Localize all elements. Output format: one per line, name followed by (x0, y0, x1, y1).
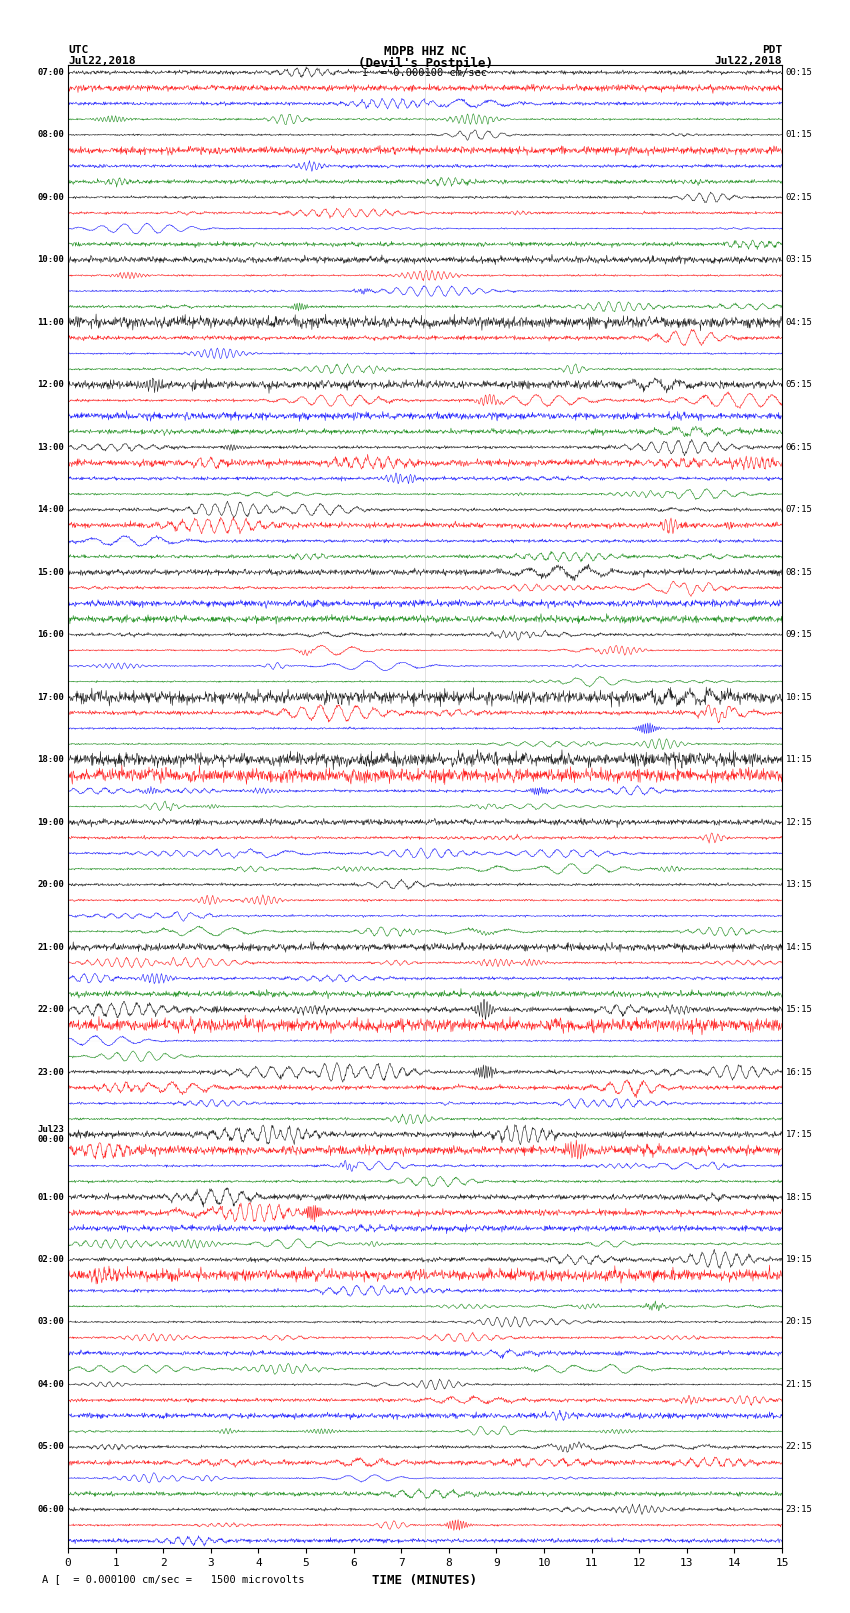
Text: 16:15: 16:15 (785, 1068, 813, 1076)
Text: 23:15: 23:15 (785, 1505, 813, 1515)
Text: 17:15: 17:15 (785, 1131, 813, 1139)
Text: 15:15: 15:15 (785, 1005, 813, 1015)
Text: 12:00: 12:00 (37, 381, 65, 389)
Text: 12:15: 12:15 (785, 818, 813, 826)
Text: 01:15: 01:15 (785, 131, 813, 139)
Text: 06:15: 06:15 (785, 442, 813, 452)
Text: 13:00: 13:00 (37, 442, 65, 452)
Text: MDPB HHZ NC: MDPB HHZ NC (383, 45, 467, 58)
Text: 05:15: 05:15 (785, 381, 813, 389)
Text: 18:15: 18:15 (785, 1192, 813, 1202)
Text: 05:00: 05:00 (37, 1442, 65, 1452)
Text: Jul22,2018: Jul22,2018 (68, 56, 135, 66)
Text: 11:15: 11:15 (785, 755, 813, 765)
Text: 22:15: 22:15 (785, 1442, 813, 1452)
Text: 03:15: 03:15 (785, 255, 813, 265)
Text: 00:15: 00:15 (785, 68, 813, 77)
Text: 02:15: 02:15 (785, 194, 813, 202)
Text: 14:00: 14:00 (37, 505, 65, 515)
Text: 01:00: 01:00 (37, 1192, 65, 1202)
Text: 13:15: 13:15 (785, 881, 813, 889)
Text: 23:00: 23:00 (37, 1068, 65, 1076)
Text: 14:15: 14:15 (785, 942, 813, 952)
Text: 16:00: 16:00 (37, 631, 65, 639)
Text: 04:15: 04:15 (785, 318, 813, 327)
Text: 08:15: 08:15 (785, 568, 813, 577)
Text: 20:00: 20:00 (37, 881, 65, 889)
Text: I  = 0.000100 cm/sec: I = 0.000100 cm/sec (362, 68, 488, 77)
Text: 07:00: 07:00 (37, 68, 65, 77)
Text: PDT: PDT (762, 45, 782, 55)
Text: UTC: UTC (68, 45, 88, 55)
Text: 15:00: 15:00 (37, 568, 65, 577)
Text: 10:15: 10:15 (785, 692, 813, 702)
Text: 08:00: 08:00 (37, 131, 65, 139)
Text: 17:00: 17:00 (37, 692, 65, 702)
Text: 02:00: 02:00 (37, 1255, 65, 1265)
Text: 11:00: 11:00 (37, 318, 65, 327)
X-axis label: TIME (MINUTES): TIME (MINUTES) (372, 1574, 478, 1587)
Text: Jul22,2018: Jul22,2018 (715, 56, 782, 66)
Text: 21:15: 21:15 (785, 1381, 813, 1389)
Text: 07:15: 07:15 (785, 505, 813, 515)
Text: 20:15: 20:15 (785, 1318, 813, 1326)
Text: 03:00: 03:00 (37, 1318, 65, 1326)
Text: 21:00: 21:00 (37, 942, 65, 952)
Text: 22:00: 22:00 (37, 1005, 65, 1015)
Text: 19:15: 19:15 (785, 1255, 813, 1265)
Text: Jul23
00:00: Jul23 00:00 (37, 1124, 65, 1144)
Text: 19:00: 19:00 (37, 818, 65, 826)
Text: 09:00: 09:00 (37, 194, 65, 202)
Text: (Devil's Postpile): (Devil's Postpile) (358, 56, 492, 69)
Text: 10:00: 10:00 (37, 255, 65, 265)
Text: 18:00: 18:00 (37, 755, 65, 765)
Text: A [  = 0.000100 cm/sec =   1500 microvolts: A [ = 0.000100 cm/sec = 1500 microvolts (42, 1574, 305, 1584)
Text: 04:00: 04:00 (37, 1381, 65, 1389)
Text: 06:00: 06:00 (37, 1505, 65, 1515)
Text: 09:15: 09:15 (785, 631, 813, 639)
